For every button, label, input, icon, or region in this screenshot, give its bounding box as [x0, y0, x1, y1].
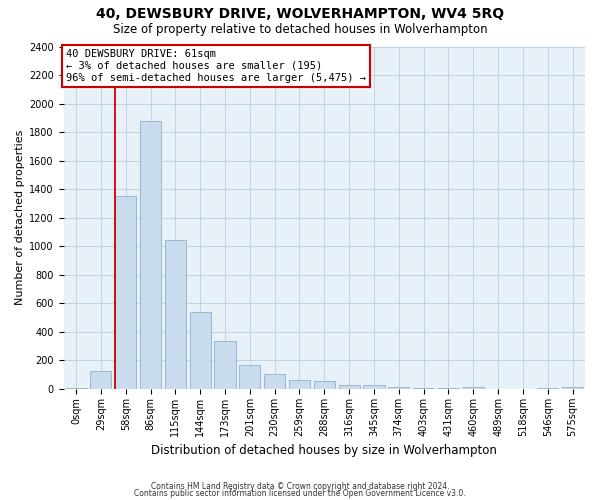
Text: Contains HM Land Registry data © Crown copyright and database right 2024.: Contains HM Land Registry data © Crown c… [151, 482, 449, 491]
Bar [364, 386, 385, 389]
Bar [214, 341, 236, 389]
Bar [314, 381, 335, 389]
Bar [91, 371, 112, 389]
Bar [140, 120, 161, 389]
Bar [463, 387, 484, 389]
Bar [338, 384, 359, 389]
Bar [190, 312, 211, 389]
Text: 40 DEWSBURY DRIVE: 61sqm
← 3% of detached houses are smaller (195)
96% of semi-d: 40 DEWSBURY DRIVE: 61sqm ← 3% of detache… [66, 50, 366, 82]
Bar [65, 388, 86, 389]
Bar [264, 374, 285, 389]
Bar [438, 388, 459, 389]
Y-axis label: Number of detached properties: Number of detached properties [15, 130, 25, 306]
Bar [165, 240, 186, 389]
X-axis label: Distribution of detached houses by size in Wolverhampton: Distribution of detached houses by size … [151, 444, 497, 458]
Bar [537, 388, 559, 389]
Bar [413, 388, 434, 389]
Text: Contains public sector information licensed under the Open Government Licence v3: Contains public sector information licen… [134, 490, 466, 498]
Bar [115, 196, 136, 389]
Bar [388, 387, 409, 389]
Bar [239, 366, 260, 389]
Bar [289, 380, 310, 389]
Bar [562, 388, 583, 389]
Text: Size of property relative to detached houses in Wolverhampton: Size of property relative to detached ho… [113, 22, 487, 36]
Text: 40, DEWSBURY DRIVE, WOLVERHAMPTON, WV4 5RQ: 40, DEWSBURY DRIVE, WOLVERHAMPTON, WV4 5… [96, 8, 504, 22]
